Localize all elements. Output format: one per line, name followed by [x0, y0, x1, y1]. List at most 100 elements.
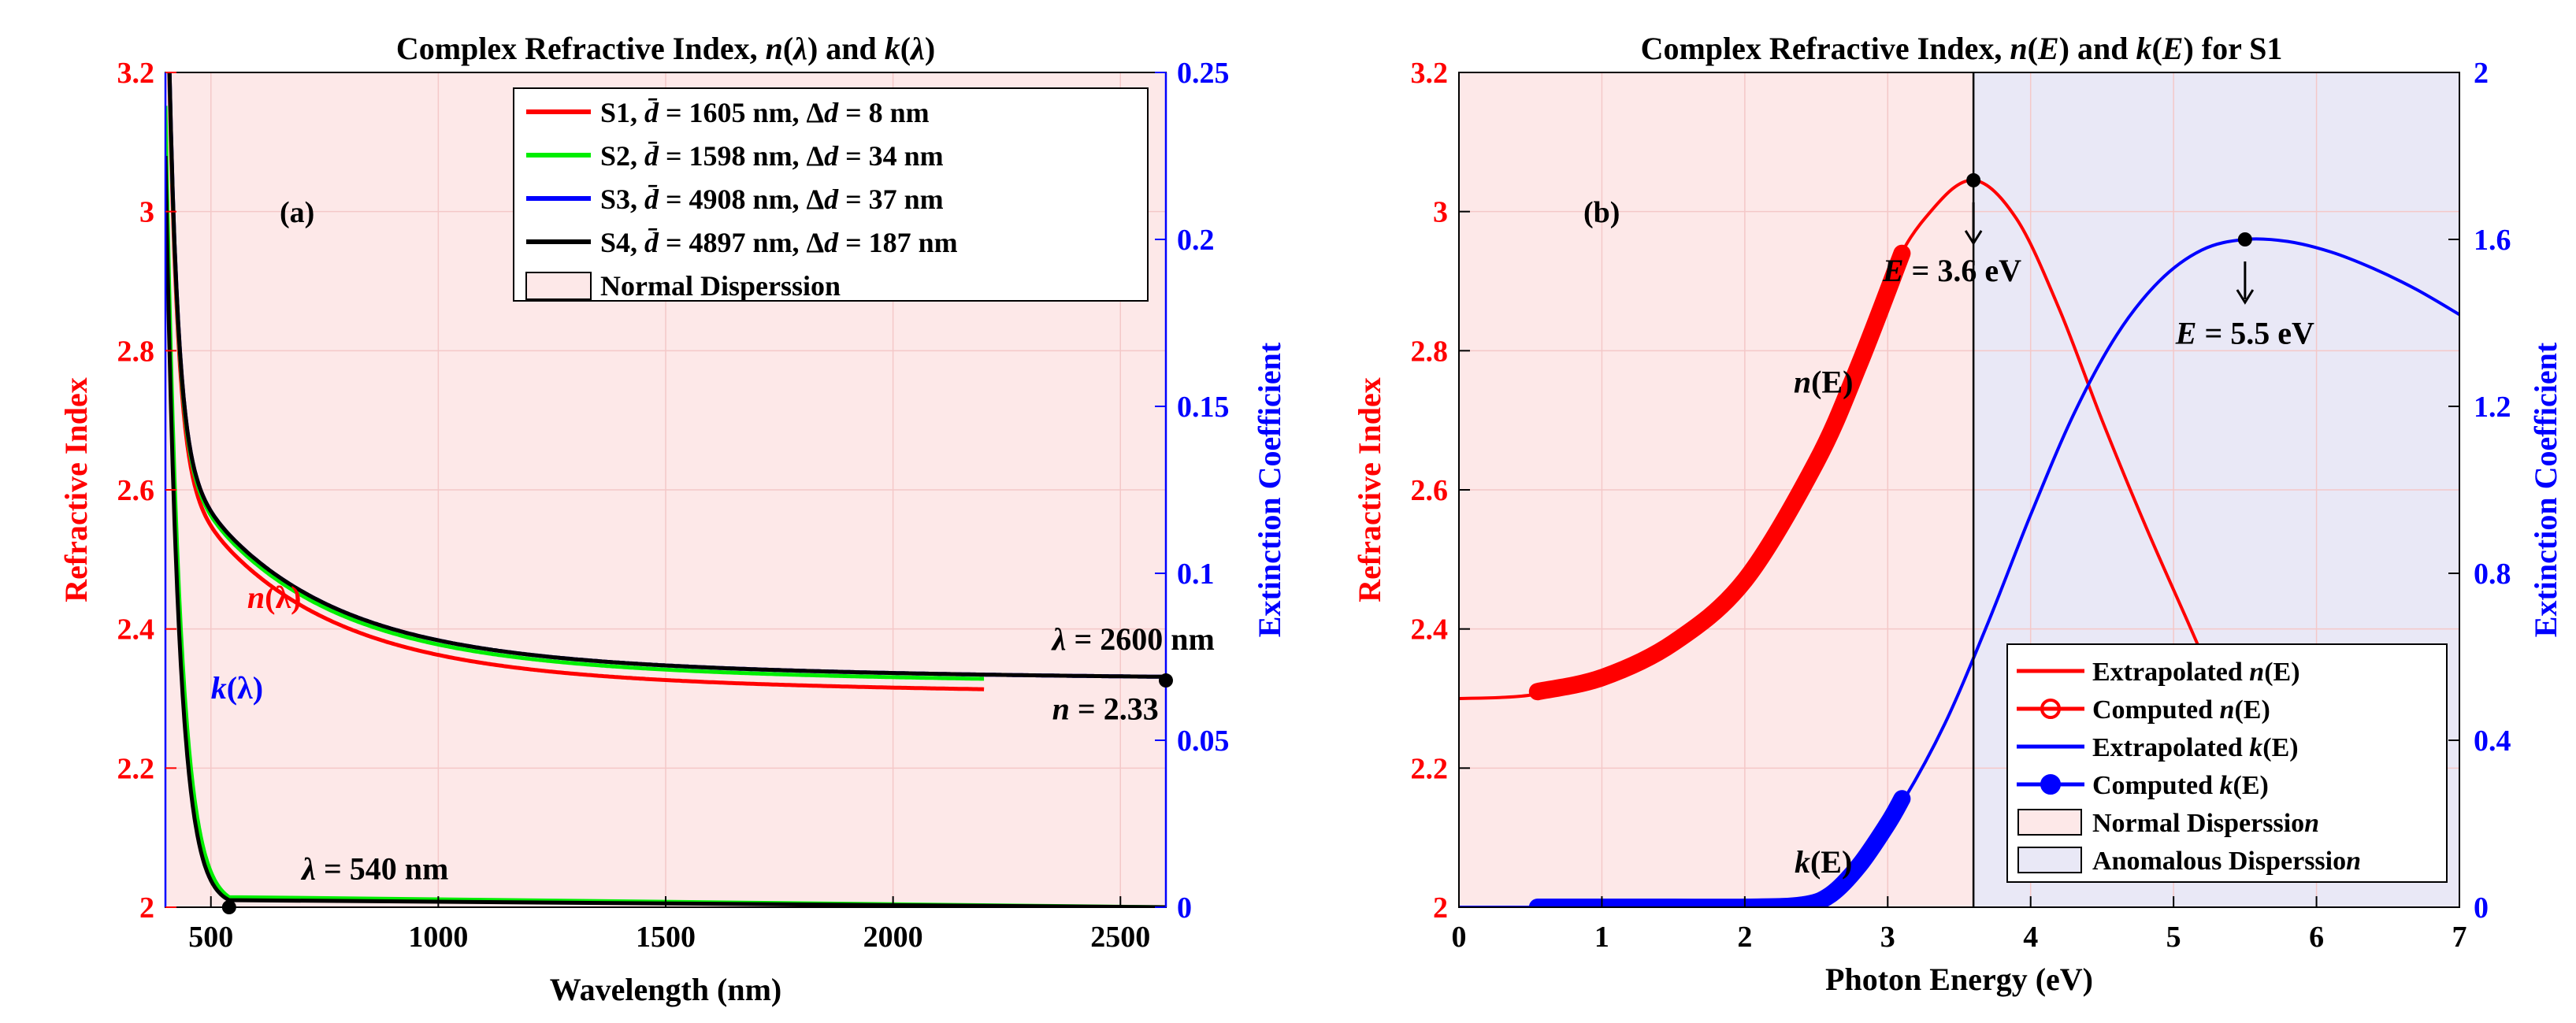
legend-entry: Normal Disperssion — [600, 270, 841, 302]
y-right-tick-label: 0.15 — [1177, 391, 1230, 424]
k-curve-s4 — [165, 155, 1166, 907]
arrow-head — [1964, 230, 1983, 246]
y-left-tick-label: 2.2 — [117, 752, 155, 785]
y-right-tick-label: 0 — [1177, 891, 1192, 925]
y-left-tick-label: 3.2 — [1411, 57, 1449, 90]
x-tick-label: 500 — [188, 921, 233, 954]
x-tick-label: 6 — [2309, 921, 2324, 954]
annotation: λ = 540 nm — [300, 851, 448, 887]
legend-swatch — [525, 272, 592, 300]
data-point-marker — [2237, 232, 2252, 246]
x-tick-label: 7 — [2452, 921, 2467, 954]
y-axis-label-right: Extinction Coefficient — [1252, 342, 1287, 637]
y-left-tick-label: 2.6 — [1411, 474, 1449, 507]
legend-swatch — [2017, 847, 2082, 873]
chart-title: Complex Refractive Index, n(λ) and k(λ) — [396, 31, 935, 66]
computed-n-curve — [1528, 244, 1911, 701]
legend-entry: S1, d̄ = 1605 nm, Δd = 8 nm — [600, 97, 930, 128]
x-tick-label: 1 — [1594, 921, 1609, 954]
x-tick-label: 1000 — [408, 921, 468, 954]
legend-entry: Extrapolated n(E) — [2092, 658, 2300, 687]
legend-entry: S2, d̄ = 1598 nm, Δd = 34 nm — [600, 140, 944, 172]
n-curve-s1 — [167, 72, 985, 691]
legend-entry: S4, d̄ = 4897 nm, Δd = 187 nm — [600, 227, 958, 258]
x-axis-label: Photon Energy (eV) — [1825, 962, 2093, 997]
y-left-tick-label: 2.2 — [1411, 752, 1449, 785]
y-right-tick-label: 1.6 — [2474, 224, 2511, 257]
arrow-head — [2236, 289, 2255, 305]
chart-panel-a: 500 1000 1500 2000 2500 2 2.2 2.4 2.6 2.8 3 3.2 0 0.0… — [58, 31, 1287, 1007]
y-right-tick-label: 0.2 — [1177, 224, 1215, 257]
y-left-tick-label: 2.8 — [1411, 335, 1449, 368]
annotation: n(λ) — [247, 580, 302, 615]
legend-entry: Computed k(E) — [2092, 771, 2269, 800]
annotation: λ = 2600 nm — [1051, 621, 1215, 657]
y-right-tick-label: 0 — [2474, 891, 2489, 925]
y-axis-label-left: Refractive Index — [1352, 377, 1387, 602]
y-left-tick-label: 2.4 — [117, 613, 155, 647]
annotations: n(E) k(E) E = 3.6 eV E = 5.5 eV — [1794, 253, 2314, 880]
y-axis-label-left: Refractive Index — [58, 377, 94, 602]
x-tick-label: 2000 — [863, 921, 923, 954]
y-left-tick-label: 2 — [1433, 891, 1448, 925]
legend-marker — [2040, 774, 2061, 795]
y-right-tick-label: 0.1 — [1177, 558, 1215, 591]
panel-label: (b) — [1583, 196, 1620, 229]
y-right-tick-label: 1.2 — [2474, 391, 2511, 424]
panel-label: (a) — [280, 196, 314, 229]
annotation: k(E) — [1795, 844, 1852, 880]
data-point-marker — [1159, 673, 1173, 688]
annotation: n(E) — [1794, 364, 1854, 399]
axis-ticks: 500 1000 1500 2000 2500 2 2.2 2.4 2.6 2.8 3 3.2 0 0.0… — [117, 57, 1230, 954]
data-markers — [221, 673, 1173, 914]
x-tick-label: 0 — [1452, 921, 1467, 954]
k-lambda-curves — [165, 106, 1166, 907]
legend: S1, d̄ = 1605 nm, Δd = 8 nm S2, d̄ = 1598… — [513, 87, 1149, 302]
y-right-tick-label: 2 — [2474, 57, 2489, 90]
y-left-tick-label: 2 — [139, 891, 154, 925]
y-right-tick-label: 0.4 — [2474, 725, 2511, 758]
y-left-tick-label: 3.2 — [117, 57, 155, 90]
x-tick-label: 1500 — [636, 921, 696, 954]
x-tick-label: 4 — [2023, 921, 2038, 954]
legend-entry: S3, d̄ = 4908 nm, Δd = 37 nm — [600, 183, 944, 215]
y-left-tick-label: 2.4 — [1411, 613, 1449, 647]
x-tick-label: 5 — [2166, 921, 2181, 954]
annotation: n = 2.33 — [1052, 691, 1159, 727]
y-left-tick-label: 3 — [1433, 196, 1448, 229]
chart-title: Complex Refractive Index, n(E) and k(E) … — [1641, 31, 2283, 66]
data-markers — [1964, 172, 2255, 305]
legend-entry: Normal Disperssion — [2092, 809, 2319, 838]
annotation: E = 3.6 eV — [1882, 253, 2021, 288]
y-left-tick-label: 3 — [139, 196, 154, 229]
n-and-k-curves — [1459, 72, 2459, 907]
x-axis-label: Wavelength (nm) — [550, 972, 781, 1007]
x-tick-label: 3 — [1880, 921, 1895, 954]
x-tick-label: 2500 — [1090, 921, 1150, 954]
annotations: n(λ) k(λ) λ = 2600 nm n = 2.33 λ = 540 nm — [211, 580, 1215, 886]
data-point-marker — [1966, 172, 1981, 187]
legend-swatch — [2017, 809, 2082, 836]
y-right-tick-label: 0.05 — [1177, 725, 1230, 758]
y-left-tick-label: 2.8 — [117, 335, 155, 368]
legend-entry: Computed n(E) — [2092, 695, 2270, 725]
legend-marker — [2040, 699, 2061, 719]
n-curve-s4 — [167, 72, 1166, 679]
axis-ticks: 0 1 2 3 4 5 6 7 2 2.2 2.4 2.6 2.8 3 3.2 0 0.4 0.8 1.2 1.6 2 — [1411, 57, 2511, 954]
legend-entry: Extrapolated k(E) — [2092, 733, 2299, 762]
y-axis-label-right: Extinction Coefficient — [2528, 342, 2563, 637]
x-tick-label: 2 — [1737, 921, 1752, 954]
computed-k-curve — [1528, 790, 1911, 907]
annotation: k(λ) — [211, 670, 263, 706]
n-curve-s2 — [167, 72, 985, 681]
chart-panel-b: 0 1 2 3 4 5 6 722.22.42.62.833.200.40.81.21.62 … — [1352, 31, 2563, 997]
y-right-tick-label: 0.25 — [1177, 57, 1230, 90]
annotation: E = 5.5 eV — [2175, 316, 2314, 351]
y-left-tick-label: 2.6 — [117, 474, 155, 507]
legend-entry: Anomalous Disperssion — [2092, 847, 2361, 876]
legend: Extrapolated n(E) Computed n(E) Extrapolat… — [2006, 643, 2448, 883]
y-right-tick-label: 0.8 — [2474, 558, 2511, 591]
data-point-marker — [221, 900, 236, 914]
n-lambda-curves — [167, 72, 1166, 691]
